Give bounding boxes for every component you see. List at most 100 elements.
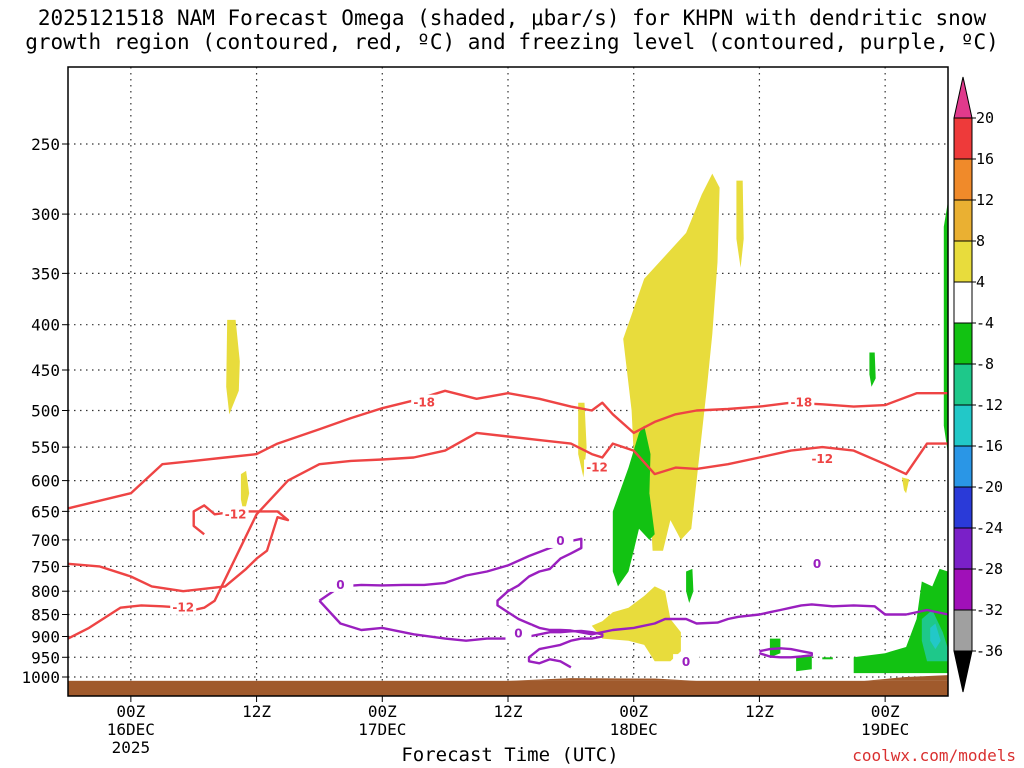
colorbar-bin — [953, 363, 973, 406]
contour-dgz_lower_-12C_loop — [68, 504, 290, 593]
grid-layer — [68, 67, 948, 696]
contour-label: -18 — [790, 396, 812, 410]
colorbar-bin — [953, 117, 973, 160]
y-tick-label: 350 — [31, 264, 60, 283]
contour-label-bg — [411, 394, 438, 410]
y-tick-label: 500 — [31, 402, 60, 421]
contour-label-bg — [804, 555, 831, 571]
omega-shade-region — [226, 319, 240, 415]
contour-label: -12 — [225, 507, 247, 521]
omega-shade-region — [930, 623, 941, 650]
y-tick-label: 450 — [31, 361, 60, 380]
contour-label-bg — [584, 459, 611, 475]
x-tick-date: 19DEC — [861, 720, 909, 739]
chart-title-line1: 2025121518 NAM Forecast Omega (shaded, μ… — [37, 6, 987, 30]
contour-label-bg — [505, 625, 532, 641]
y-tick-label: 250 — [31, 135, 60, 154]
terrain-ground — [68, 680, 948, 696]
y-tick-label: 400 — [31, 316, 60, 335]
y-tick-label: 300 — [31, 205, 60, 224]
contour-freezing_0C — [318, 537, 948, 636]
x-tick-date: 17DEC — [358, 720, 406, 739]
colorbar-label: -8 — [976, 355, 994, 373]
colorbar-label: -24 — [976, 519, 1003, 537]
contour-label: 0 — [336, 578, 344, 592]
colorbar-label: -32 — [976, 601, 1003, 619]
omega-shade-region — [612, 425, 655, 587]
omega-shade-region — [240, 470, 250, 515]
contour-label-bg — [327, 576, 354, 592]
colorbar-label: -12 — [976, 396, 1003, 414]
colorbar: 20 16 12 8 4 -4 -8 -12 -16 -20 -24 -28 -32 -36 — [953, 76, 1003, 693]
x-tick-label: 00Z — [619, 702, 648, 721]
contour-label-bg — [222, 506, 249, 522]
contour-label-bg — [170, 599, 197, 615]
terrain-bump — [508, 678, 697, 681]
omega-shade-region — [822, 657, 833, 660]
y-tick-label: 800 — [31, 582, 60, 601]
omega-shade-region — [736, 180, 744, 268]
x-tick-label: 00Z — [368, 702, 397, 721]
colorbar-label: -36 — [976, 642, 1003, 660]
omega-shading — [226, 173, 948, 674]
colorbar-bin — [953, 404, 973, 447]
contour-dgz_upper_-18C — [68, 389, 948, 510]
y-tick-label: 750 — [31, 557, 60, 576]
colorbar-bin — [953, 609, 973, 652]
colorbar-label: 8 — [976, 232, 985, 250]
colorbar-bin — [953, 322, 973, 365]
chart-title-line2: growth region (contoured, red, ºC) and f… — [25, 30, 999, 54]
omega-shade-region — [796, 655, 812, 672]
contour-label: 0 — [556, 534, 564, 548]
contour-label: -18 — [413, 396, 435, 410]
colorbar-bin — [953, 568, 973, 611]
colorbar-bin — [953, 240, 973, 283]
contour-label-bg — [547, 532, 574, 548]
colorbar-bottom-arrow — [953, 650, 973, 693]
x-axis-label: Forecast Time (UTC) — [401, 744, 619, 766]
y-tick-label: 1000 — [21, 668, 60, 687]
y-tick-label: 600 — [31, 472, 60, 491]
colorbar-label: -4 — [976, 314, 994, 332]
omega-shade-region — [901, 477, 910, 494]
x-tick-label: 12Z — [494, 702, 523, 721]
omega-shade-region — [578, 402, 587, 478]
y-tick-label: 900 — [31, 627, 60, 646]
contour-label: -12 — [586, 461, 608, 475]
contour-label: -12 — [172, 601, 194, 615]
terrain-bump-east — [864, 675, 948, 681]
x-tick-year: 2025 — [112, 738, 151, 757]
contour-label: 0 — [682, 655, 690, 669]
x-tick-label: 12Z — [745, 702, 774, 721]
colorbar-bin — [953, 527, 973, 570]
contour-label-bg — [788, 394, 815, 410]
contour-label: 0 — [813, 557, 821, 571]
colorbar-label: 16 — [976, 150, 994, 168]
credit-link[interactable]: coolwx.com/models — [852, 746, 1016, 765]
omega-shade-region — [686, 568, 694, 603]
y-tick-label: 850 — [31, 606, 60, 625]
contour-label: 0 — [514, 626, 522, 640]
omega-shade-region — [591, 586, 681, 662]
y-tick-label: 950 — [31, 648, 60, 667]
colorbar-label: 4 — [976, 273, 985, 291]
omega-shade-region — [869, 352, 876, 387]
colorbar-bin — [953, 445, 973, 488]
contour-label-bg — [809, 450, 836, 466]
colorbar-label: 20 — [976, 109, 994, 127]
y-axis: 250 300 350 400 450 500 550 600 650 700 750 800 850 9… — [21, 135, 68, 687]
colorbar-bin — [953, 199, 973, 242]
colorbar-bin — [953, 158, 973, 201]
chart-title: 2025121518 NAM Forecast Omega (shaded, μ… — [0, 6, 1024, 54]
x-tick-date: 18DEC — [610, 720, 658, 739]
colorbar-label: 12 — [976, 191, 994, 209]
contour-freezing_0C_lower — [318, 599, 604, 669]
x-tick-label: 00Z — [116, 702, 145, 721]
x-tick-label: 00Z — [871, 702, 900, 721]
y-tick-label: 650 — [31, 502, 60, 521]
colorbar-bin — [953, 486, 973, 529]
x-tick-label: 12Z — [242, 702, 271, 721]
terrain-layer — [68, 675, 948, 696]
contour-label: -12 — [811, 452, 833, 466]
